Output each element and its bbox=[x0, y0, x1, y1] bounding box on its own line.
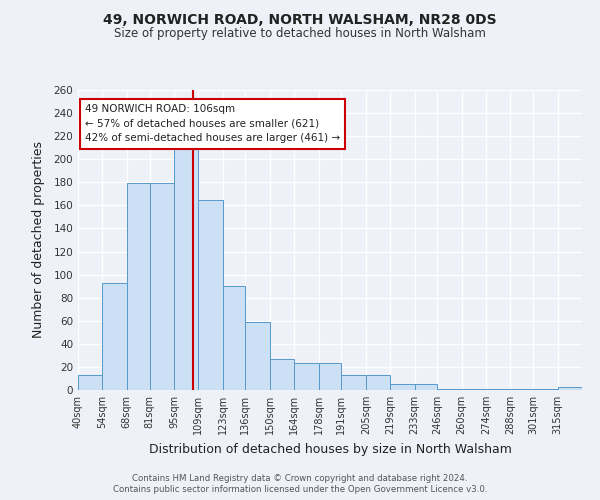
Bar bbox=[103, 282, 127, 390]
Bar bbox=[78, 375, 103, 390]
Bar bbox=[245, 322, 270, 390]
Text: Contains HM Land Registry data © Crown copyright and database right 2024.: Contains HM Land Registry data © Crown c… bbox=[132, 474, 468, 483]
Text: 49, NORWICH ROAD, NORTH WALSHAM, NR28 0DS: 49, NORWICH ROAD, NORTH WALSHAM, NR28 0D… bbox=[103, 12, 497, 26]
Bar bbox=[341, 375, 366, 390]
Bar bbox=[223, 286, 245, 390]
Bar bbox=[294, 364, 319, 390]
Bar bbox=[461, 389, 486, 390]
Bar bbox=[390, 384, 415, 390]
Bar bbox=[149, 184, 174, 390]
Bar bbox=[437, 389, 461, 390]
X-axis label: Distribution of detached houses by size in North Walsham: Distribution of detached houses by size … bbox=[149, 442, 511, 456]
Bar bbox=[533, 389, 557, 390]
Bar bbox=[319, 364, 341, 390]
Bar bbox=[174, 148, 199, 390]
Bar bbox=[270, 359, 294, 390]
Bar bbox=[199, 200, 223, 390]
Bar bbox=[415, 384, 437, 390]
Bar bbox=[511, 389, 533, 390]
Bar bbox=[366, 375, 390, 390]
Text: Size of property relative to detached houses in North Walsham: Size of property relative to detached ho… bbox=[114, 28, 486, 40]
Y-axis label: Number of detached properties: Number of detached properties bbox=[32, 142, 45, 338]
Bar bbox=[127, 184, 149, 390]
Bar bbox=[557, 386, 582, 390]
Text: Contains public sector information licensed under the Open Government Licence v3: Contains public sector information licen… bbox=[113, 485, 487, 494]
Bar bbox=[486, 389, 511, 390]
Text: 49 NORWICH ROAD: 106sqm
← 57% of detached houses are smaller (621)
42% of semi-d: 49 NORWICH ROAD: 106sqm ← 57% of detache… bbox=[85, 104, 340, 144]
